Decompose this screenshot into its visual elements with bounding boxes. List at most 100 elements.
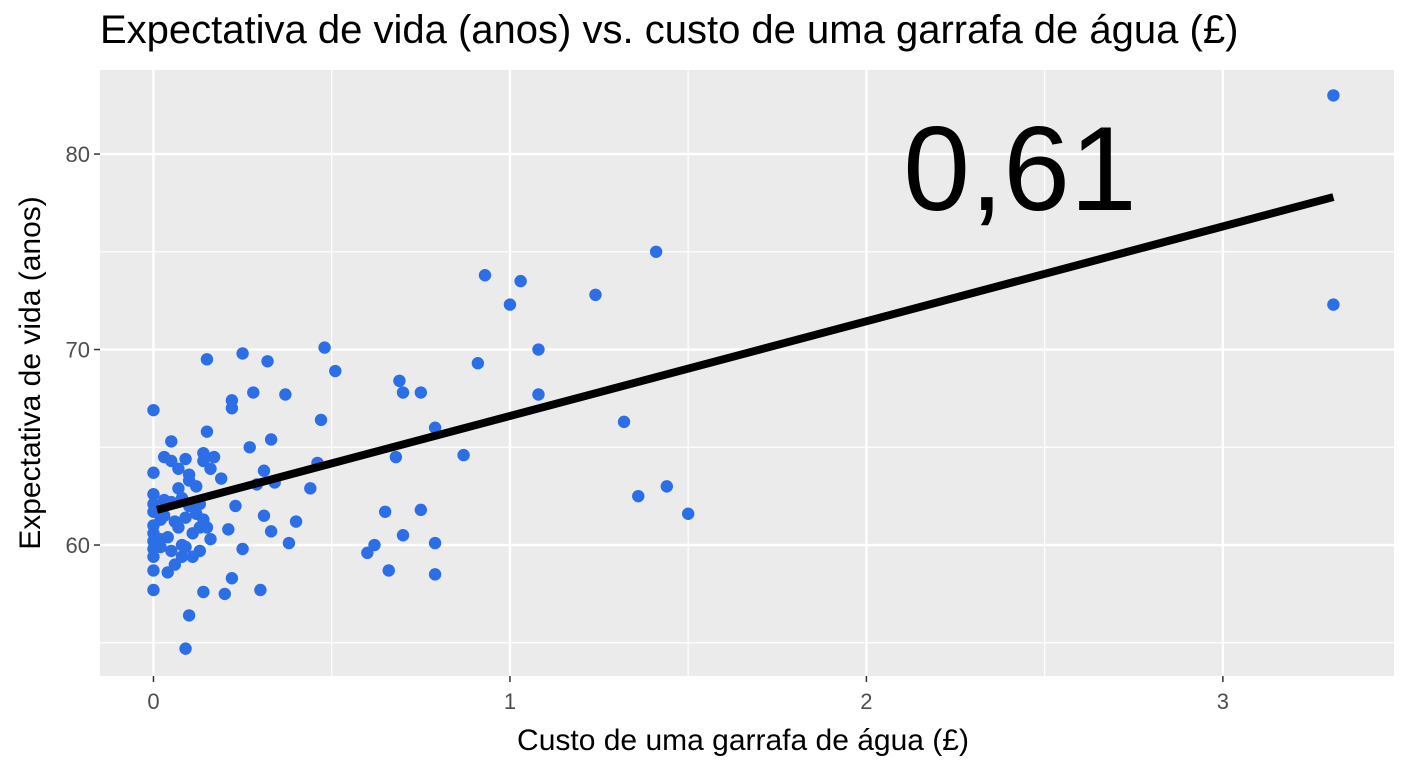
data-point [304,482,317,495]
data-point [1327,298,1340,311]
data-point [617,415,631,429]
data-point [264,433,278,446]
data-point [428,568,442,581]
data-point [282,536,296,550]
data-point [147,505,160,518]
data-point [428,536,442,550]
data-point [396,386,410,399]
data-point [589,288,602,302]
data-point [681,507,695,520]
data-point [200,425,214,438]
data-point [207,450,221,464]
data-point [197,585,210,599]
data-point [200,521,214,534]
data-point [147,550,160,563]
data-point [428,421,442,434]
data-point [318,341,331,354]
data-point [649,245,663,258]
data-points [147,89,1340,655]
data-point [471,357,485,370]
data-point [279,388,292,401]
data-point [161,566,174,579]
data-point [165,544,178,558]
data-point [414,503,428,517]
data-point [289,515,303,528]
data-point [215,472,228,485]
data-point [503,298,517,311]
data-point [236,347,249,360]
data-point [532,343,545,356]
data-point [514,274,527,288]
x-axis-title: Custo de uma garrafa de água (£) [517,724,969,757]
data-point [389,450,403,464]
data-point [243,441,256,454]
data-point [222,523,235,536]
data-point [314,413,328,427]
trend-line [156,193,1335,514]
data-point [147,564,160,577]
data-point [200,353,214,366]
data-point [264,525,278,538]
data-point [329,364,342,378]
data-point [457,448,470,462]
data-point [660,480,673,493]
data-point [179,452,192,466]
data-point [247,386,260,399]
x-tick-label: 2 [860,689,872,714]
data-point [172,462,185,475]
data-point [532,388,545,401]
data-point [172,482,185,495]
data-point [179,642,192,655]
data-point [147,403,160,417]
data-point [414,386,428,399]
data-point [236,542,249,556]
data-point [165,435,178,448]
data-point [168,558,182,571]
data-point [225,401,239,415]
data-point [393,374,406,388]
minor-grid [100,70,1394,676]
data-point [154,540,167,554]
data-point [254,583,267,597]
data-point [1327,89,1340,102]
data-point [229,499,242,513]
data-point [378,505,392,518]
data-point [632,489,645,503]
data-point [147,466,160,479]
data-point [218,587,231,601]
y-tick-label: 70 [66,338,90,363]
data-point [257,464,271,477]
data-point [396,529,410,542]
data-point [225,572,239,585]
data-point [175,550,189,563]
data-point [179,540,192,554]
data-point [161,531,174,544]
data-point [382,564,395,577]
data-point [478,269,492,282]
data-point [165,454,178,468]
data-point [204,462,217,475]
data-point [179,511,192,524]
correlation-annotation: 0,61 [903,102,1137,236]
data-point [182,609,196,622]
x-axis: 0 1 2 3 [147,676,1229,714]
data-point [147,583,160,597]
y-axis: 60 70 80 [66,142,100,558]
data-point [204,532,217,546]
y-tick-label: 80 [66,142,90,167]
x-tick-label: 3 [1217,689,1229,714]
chart-title: Expectativa de vida (anos) vs. custo de … [100,8,1239,52]
x-tick-label: 1 [504,689,516,714]
data-point [361,546,374,560]
x-tick-label: 0 [147,689,159,714]
data-point [257,509,271,522]
data-point [368,538,381,552]
plot-panel [100,70,1394,676]
y-tick-label: 60 [66,533,90,558]
data-point [261,355,274,368]
data-point [190,480,203,493]
data-point [147,488,160,501]
data-point [172,521,185,534]
data-point [197,454,210,468]
